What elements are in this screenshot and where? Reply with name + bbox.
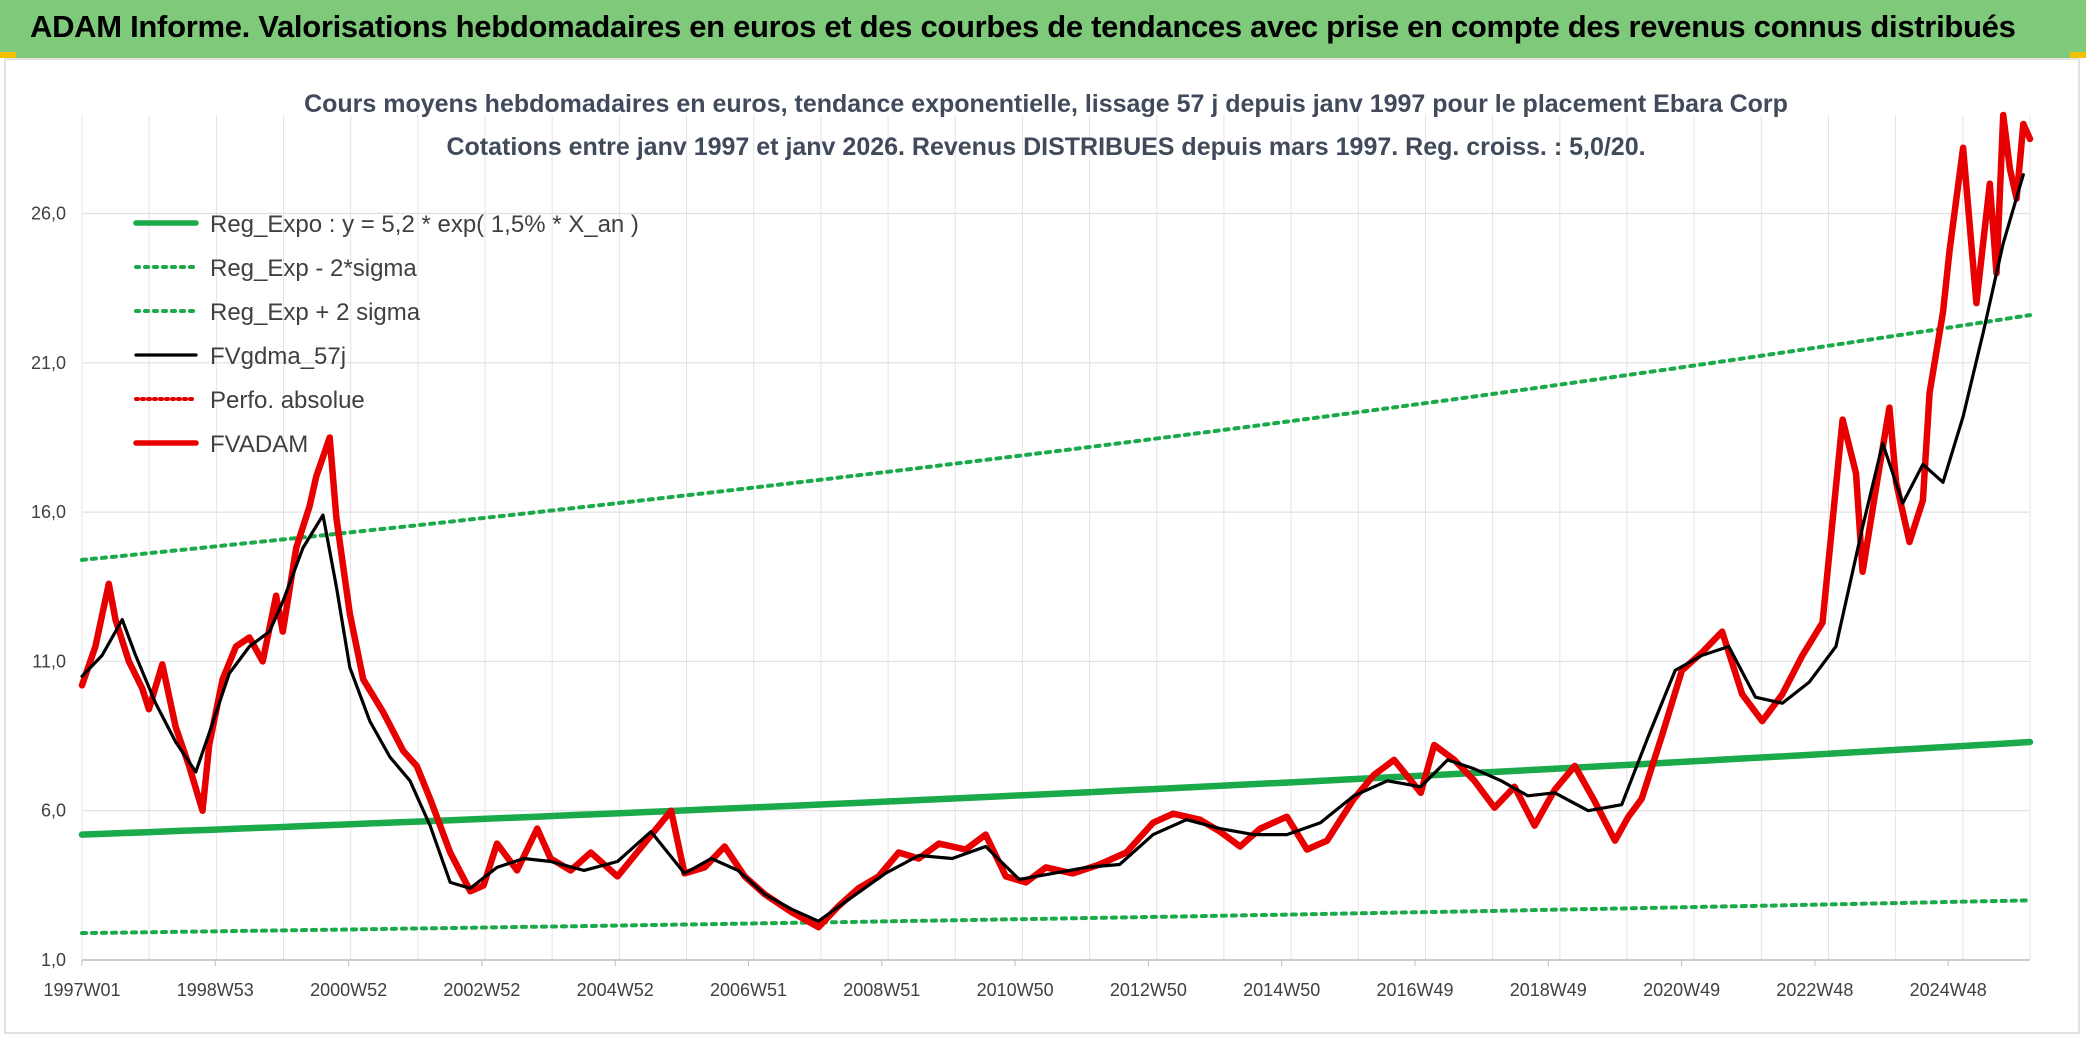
report-banner: ADAM Informe. Valorisations hebdomadaire… xyxy=(0,0,2086,58)
x-tick-label: 2018W49 xyxy=(1510,980,1587,1000)
series-layer xyxy=(78,111,2034,936)
series-reg-expo-line xyxy=(78,738,2034,838)
x-tick-label: 2010W50 xyxy=(977,980,1054,1000)
legend: Reg_Expo : y = 5,2 * exp( 1,5% * X_an ) R… xyxy=(133,211,639,458)
report-banner-title: ADAM Informe. Valorisations hebdomadaire… xyxy=(30,9,2016,44)
x-tick-label: 1998W53 xyxy=(177,980,254,1000)
chart-area: 1,0 6,0 11,0 16,0 21,0 26,0 1997W01 1998W53 2000… xyxy=(4,58,2080,1034)
x-tick-label: 2004W52 xyxy=(577,980,654,1000)
grid xyxy=(81,115,2031,961)
series-reg-exp-plus-2sigma xyxy=(80,313,2032,562)
legend-label: FVADAM xyxy=(210,431,308,458)
x-tick-label: 2022W48 xyxy=(1776,980,1853,1000)
series-reg-exp-minus-2sigma xyxy=(80,898,2032,936)
banner-corner-right xyxy=(2070,52,2086,58)
series-fvgdma-57j xyxy=(80,173,2025,923)
legend-label: Reg_Exp - 2*sigma xyxy=(210,255,417,282)
line-chart: 1,0 6,0 11,0 16,0 21,0 26,0 1997W01 1998W53 2000… xyxy=(31,90,2034,1000)
x-tick-label: 2008W51 xyxy=(843,980,920,1000)
y-tick-label: 16,0 xyxy=(31,502,66,522)
axes: 1,0 6,0 11,0 16,0 21,0 26,0 1997W01 1998W53 2000… xyxy=(31,204,2030,1000)
x-tick-label: 2020W49 xyxy=(1643,980,1720,1000)
x-tick-label: 2024W48 xyxy=(1910,980,1987,1000)
x-tick-label: 2006W51 xyxy=(710,980,787,1000)
x-tick-label: 2014W50 xyxy=(1243,980,1320,1000)
y-tick-label: 6,0 xyxy=(41,801,66,821)
y-tick-label: 21,0 xyxy=(31,353,66,373)
y-tick-label: 11,0 xyxy=(32,651,66,671)
legend-label: Reg_Expo : y = 5,2 * exp( 1,5% * X_an ) xyxy=(210,211,639,238)
x-tick-label: 2012W50 xyxy=(1110,980,1187,1000)
y-tick-label: 1,0 xyxy=(41,950,66,970)
x-tick-label: 2002W52 xyxy=(443,980,520,1000)
legend-label: Reg_Exp + 2 sigma xyxy=(210,299,421,326)
x-tick-label: 2016W49 xyxy=(1376,980,1453,1000)
x-tick-label: 2000W52 xyxy=(310,980,387,1000)
y-tick-label: 26,0 xyxy=(31,204,66,224)
legend-label: Perfo. absolue xyxy=(210,387,365,414)
legend-label: FVgdma_57j xyxy=(210,343,346,370)
banner-corner-left xyxy=(0,52,16,58)
chart-subtitle: Cotations entre janv 1997 et janv 2026. … xyxy=(446,133,1645,161)
x-tick-label: 1997W01 xyxy=(43,980,120,1000)
chart-title: Cours moyens hebdomadaires en euros, ten… xyxy=(304,90,1788,118)
